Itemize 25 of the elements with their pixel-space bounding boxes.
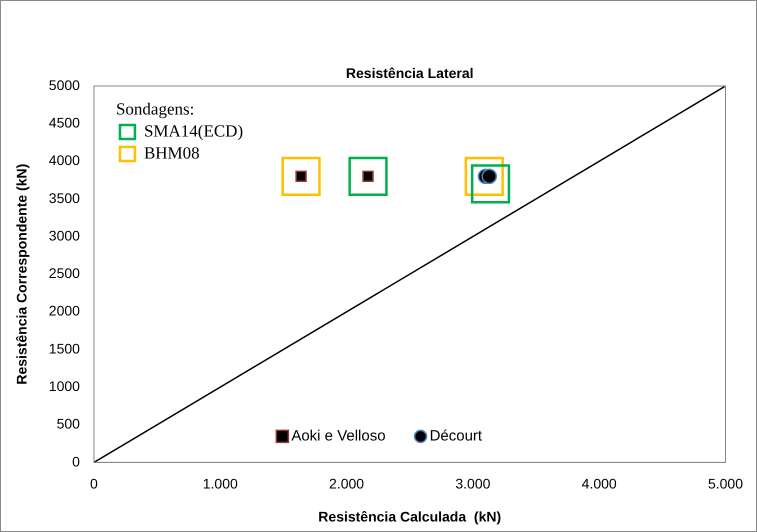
- x-axis-title: Resistência Calculada (kN): [318, 508, 502, 524]
- y-tick-label: 4500: [48, 114, 80, 130]
- y-tick-label: 2000: [48, 302, 80, 319]
- legend-title: Sondagens:: [116, 99, 194, 118]
- x-tick-label: 2.000: [329, 476, 364, 492]
- y-tick-label: 1500: [48, 340, 80, 356]
- y-tick-label: 5000: [48, 76, 80, 93]
- y-tick-label: 0: [72, 453, 80, 470]
- y-tick-label: 500: [56, 416, 80, 432]
- x-tick-label: 3.000: [455, 476, 491, 492]
- chart-title: Resistência Lateral: [346, 64, 474, 81]
- y-tick-label: 2500: [48, 265, 80, 282]
- y-axis-title: Resistência Correspondente (kN): [13, 164, 30, 385]
- y-tick-label: 3500: [48, 190, 80, 206]
- y-tick-label: 1000: [48, 378, 80, 394]
- legend-label: Décourt: [430, 428, 483, 445]
- legend-label: BHM08: [144, 143, 200, 162]
- legend-label: SMA14(ECD): [144, 121, 244, 140]
- legend-label: Aoki e Velloso: [291, 428, 386, 445]
- x-tick-label: 0: [90, 476, 98, 492]
- x-tick-label: 5.000: [708, 476, 744, 492]
- y-tick-label: 4000: [48, 152, 80, 168]
- x-tick-label: 1.000: [202, 476, 238, 492]
- y-tick-label: 3000: [48, 227, 80, 244]
- x-tick-label: 4.000: [582, 476, 617, 492]
